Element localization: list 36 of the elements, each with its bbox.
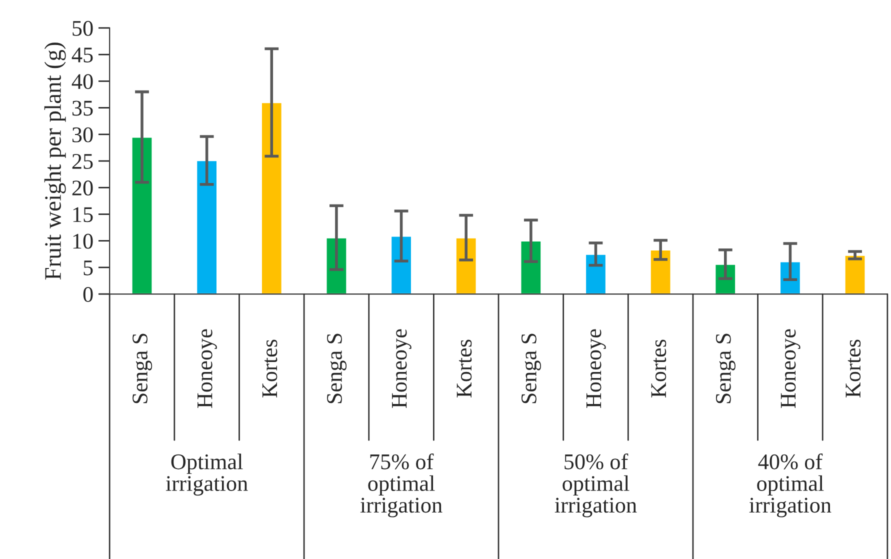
y-tick-label: 0 (83, 286, 93, 302)
y-tick-label: 20 (72, 180, 93, 196)
bar (196, 160, 218, 294)
x-tick-label: Senga S (716, 334, 736, 404)
x-tick-label: Kortes (846, 340, 861, 398)
x-tick-label: Honeoye (586, 329, 606, 408)
y-tick-label: 50 (72, 20, 93, 36)
y-tick-label: 15 (73, 207, 93, 222)
text: 50% of optimal irrigation (554, 453, 637, 518)
bar (390, 235, 412, 294)
x-tick-label: Kortes (262, 340, 278, 398)
bar (130, 136, 154, 294)
text: 75% of optimal irrigation (360, 453, 442, 518)
x-tick-label: Kortes (456, 340, 472, 398)
x-tick-label: Honeoye (392, 329, 412, 408)
x-tick-label: Senga S (327, 334, 347, 404)
y-axis-title: Fruit weight per plant (g) (44, 42, 66, 280)
bar (455, 236, 478, 294)
x-tick-label: Honeoye (780, 329, 800, 408)
text: 40% of optimal irrigation (749, 453, 832, 518)
bar (584, 253, 607, 294)
x-tick-label: Kortes (651, 340, 666, 398)
bar (844, 254, 866, 294)
text: Optimal irrigation (166, 454, 248, 496)
y-tick-label: 45 (72, 48, 93, 62)
y-tick-label: 30 (72, 127, 93, 142)
y-tick-label: 10 (73, 234, 93, 249)
y-tick-label: 5 (84, 260, 93, 276)
bar (260, 102, 283, 294)
x-tick-label: Honeoye (198, 329, 217, 408)
bar (650, 249, 672, 294)
y-tick-label: 25 (72, 154, 93, 169)
y-tick-label: 35 (72, 100, 93, 116)
x-tick-label: Senga S (521, 334, 541, 404)
x-tick-label: Senga S (132, 334, 152, 404)
y-tick-label: 40 (72, 74, 93, 90)
